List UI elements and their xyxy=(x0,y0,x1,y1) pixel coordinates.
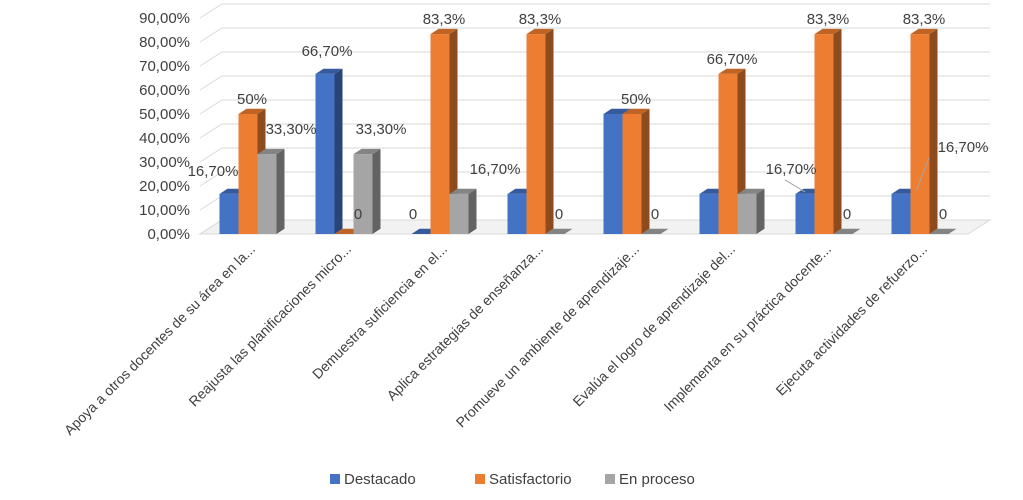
y-tick-label: 10,00% xyxy=(139,202,190,219)
data-label: 0 xyxy=(409,206,417,223)
leader-line xyxy=(784,179,806,193)
bars xyxy=(219,28,957,234)
data-label: 33,30% xyxy=(356,121,407,138)
data-label: 83,3% xyxy=(519,11,562,28)
y-tick-label: 30,00% xyxy=(139,154,190,171)
bar-satisfactorio xyxy=(526,28,554,234)
bar-en-proceso xyxy=(929,228,957,234)
category-label: Reajusta las planificaciones micro... xyxy=(185,241,354,410)
data-labels: 16,70% 50% 33,30% 66,70% 0 33,30% 0 83,3% 16,70%… xyxy=(188,11,989,223)
data-label: 66,70% xyxy=(707,51,758,68)
y-tick-label: 90,00% xyxy=(139,10,190,27)
data-label: 0 xyxy=(651,206,659,223)
data-label: 83,3% xyxy=(807,11,850,28)
legend-swatch xyxy=(330,474,340,484)
bar-satisfactorio xyxy=(814,28,842,234)
data-label: 16,70% xyxy=(938,139,989,156)
y-tick-label: 80,00% xyxy=(139,34,190,51)
category-label: Aplica estrategias de enseñanza... xyxy=(383,241,546,404)
bar-en-proceso xyxy=(641,228,669,234)
bar-en-proceso xyxy=(545,228,573,234)
leader-line xyxy=(916,157,930,191)
gridline xyxy=(199,51,990,67)
y-tick-label: 50,00% xyxy=(139,106,190,123)
legend-item-destacado: Destacado xyxy=(330,471,416,488)
bar-destacado xyxy=(315,68,343,234)
data-label: 16,70% xyxy=(188,163,239,180)
legend-item-en-proceso: En proceso xyxy=(605,471,695,488)
data-label: 16,70% xyxy=(470,161,521,178)
data-label: 83,3% xyxy=(903,11,946,28)
bar-en-proceso xyxy=(737,188,765,234)
data-label: 0 xyxy=(843,206,851,223)
bar-en-proceso xyxy=(257,148,285,234)
legend-label: En proceso xyxy=(619,471,695,488)
data-label: 33,30% xyxy=(266,121,317,138)
data-label: 66,70% xyxy=(302,43,353,60)
gridline xyxy=(199,3,990,19)
data-label: 0 xyxy=(555,206,563,223)
legend-label: Destacado xyxy=(344,471,416,488)
category-label: Promueve un ambiente de aprendizaje... xyxy=(452,241,642,431)
y-axis: 0,00% 10,00% 20,00% 30,00% 40,00% 50,00% 60,00… xyxy=(139,10,190,243)
y-tick-label: 20,00% xyxy=(139,178,190,195)
data-label: 83,3% xyxy=(423,11,466,28)
legend-label: Satisfactorio xyxy=(489,471,572,488)
category-label: Implementa en su práctica docente... xyxy=(660,241,834,415)
y-tick-label: 60,00% xyxy=(139,82,190,99)
label-leader-lines xyxy=(784,157,930,193)
data-label: 16,70% xyxy=(766,161,817,178)
x-axis: Apoya a otros docentes de su área en la.… xyxy=(61,241,930,438)
bar-en-proceso xyxy=(353,148,381,234)
bar-satisfactorio xyxy=(430,28,458,234)
bar-satisfactorio xyxy=(910,28,938,234)
y-tick-label: 40,00% xyxy=(139,130,190,147)
legend: Destacado Satisfactorio En proceso xyxy=(330,471,695,488)
data-label: 0 xyxy=(354,206,362,223)
bar-satisfactorio xyxy=(622,108,650,234)
category-label: Ejecuta actividades de refuerzo... xyxy=(772,241,930,399)
gridline xyxy=(199,27,990,43)
legend-swatch xyxy=(475,474,485,484)
legend-item-satisfactorio: Satisfactorio xyxy=(475,471,572,488)
bar-en-proceso xyxy=(449,188,477,234)
data-label: 50% xyxy=(237,91,267,108)
category-label: Evalúa el logro de aprendizaje del... xyxy=(569,241,738,410)
y-tick-label: 0,00% xyxy=(147,226,190,243)
data-label: 50% xyxy=(621,91,651,108)
bar-en-proceso xyxy=(833,228,861,234)
data-label: 0 xyxy=(939,206,947,223)
legend-swatch xyxy=(605,474,615,484)
category-label: Apoya a otros docentes de su área en la.… xyxy=(61,241,258,438)
y-tick-label: 70,00% xyxy=(139,58,190,75)
